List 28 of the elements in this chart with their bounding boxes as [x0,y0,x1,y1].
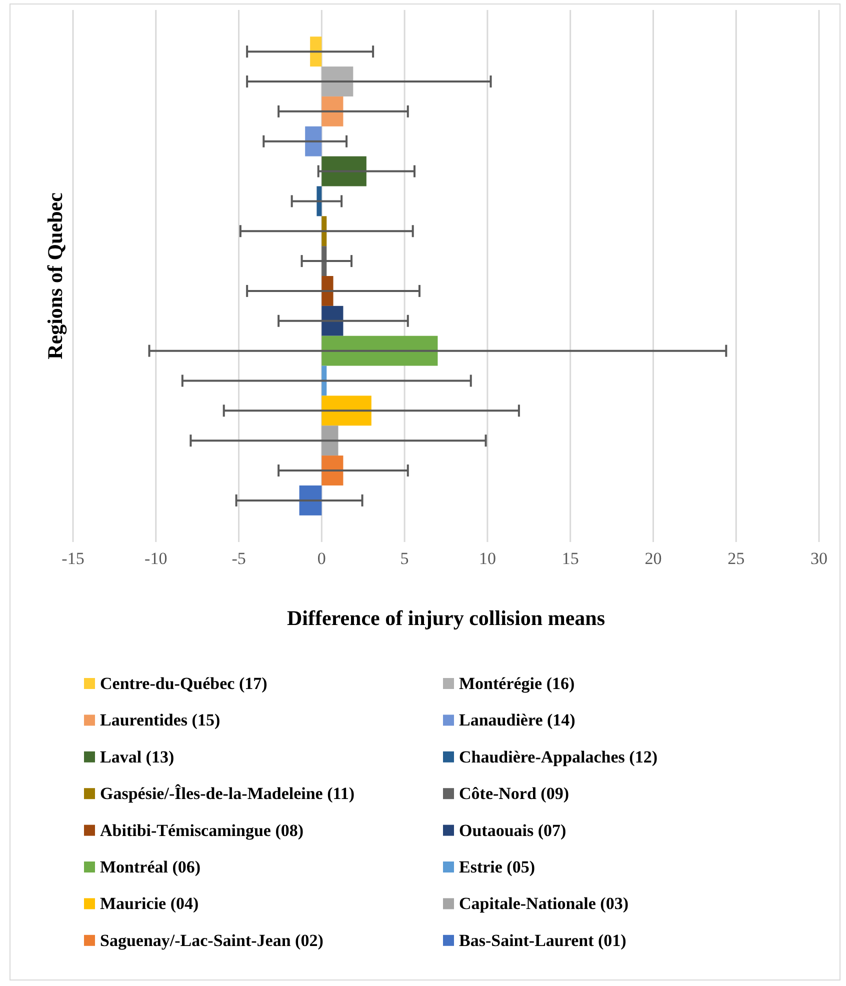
x-tick-label: -10 [144,549,168,568]
legend-label: Centre-du-Québec (17) [100,674,268,693]
legend-label: Gaspésie/-Îles-de-la-Madeleine (11) [100,784,354,804]
x-tick-label: 15 [562,549,579,568]
x-axis-title: Difference of injury collision means [286,606,606,630]
x-tick-label: 30 [810,549,828,568]
legend-label: Mauricie (04) [100,894,199,914]
legend-label: Capitale-Nationale (03) [459,894,629,914]
legend-label: Laval (13) [100,747,174,766]
x-tick-label: 20 [644,549,662,568]
y-axis-title: Regions of Quebec [43,192,67,360]
x-tick-label: -15 [62,549,84,568]
legend-label: Lanaudière (14) [459,710,576,730]
legend-label: Abitibi-Témiscamingue (08) [100,820,304,840]
legend-label: Laurentides (15) [100,710,220,730]
legend-label: Outaouais (07) [459,820,566,840]
x-tick-label: 5 [400,549,409,568]
x-tick-label: 10 [478,549,496,568]
legend-label: Côte-Nord (09) [459,784,569,804]
legend-label: Montérégie (16) [459,674,575,693]
x-tick-label: 25 [728,549,745,568]
legend-label: Saguenay/-Lac-Saint-Jean (02) [100,930,324,950]
x-tick-label: 0 [317,549,326,568]
legend-label: Chaudière-Appalaches (12) [459,747,658,766]
legend-label: Montréal (06) [100,858,201,876]
legend-label: Estrie (05) [459,858,536,876]
x-tick-label: -5 [232,549,246,568]
legend-label: Bas-Saint-Laurent (01) [459,930,626,950]
